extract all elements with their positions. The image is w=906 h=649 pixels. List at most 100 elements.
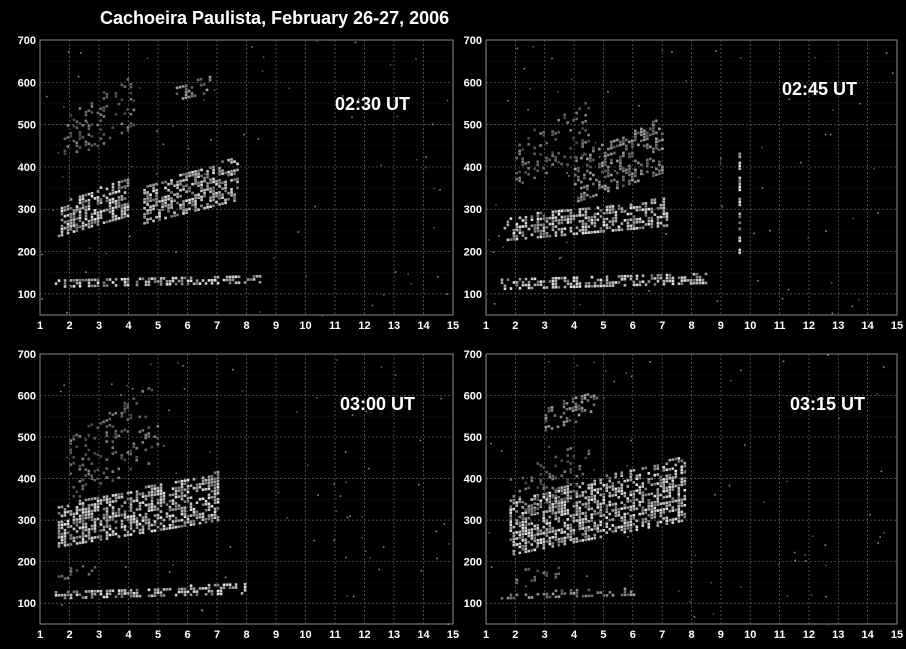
echo-point bbox=[611, 530, 615, 533]
echo-point bbox=[123, 191, 127, 194]
echo-point bbox=[515, 522, 519, 525]
echo-point bbox=[611, 281, 615, 284]
echo-point bbox=[208, 75, 212, 79]
noise-point bbox=[67, 51, 70, 53]
echo-point bbox=[626, 512, 630, 515]
echo-point bbox=[650, 483, 654, 487]
echo-point bbox=[146, 197, 149, 200]
echo-point bbox=[158, 200, 161, 203]
y-tick-label: 600 bbox=[464, 391, 482, 403]
echo-point bbox=[153, 490, 157, 493]
noise-point bbox=[45, 95, 48, 98]
echo-point bbox=[611, 524, 615, 527]
echo-point bbox=[96, 223, 100, 226]
echo-point bbox=[126, 205, 130, 209]
noise-point bbox=[339, 495, 342, 497]
echo-point bbox=[184, 90, 188, 94]
noise-point bbox=[879, 536, 881, 538]
echo-point bbox=[659, 514, 663, 518]
echo-point bbox=[571, 400, 575, 403]
echo-point bbox=[84, 211, 88, 215]
echo-point bbox=[111, 413, 115, 416]
echo-point bbox=[587, 525, 591, 529]
echo-point bbox=[635, 217, 639, 221]
echo-point bbox=[180, 479, 184, 483]
noise-point bbox=[168, 409, 170, 412]
noise-point bbox=[203, 99, 205, 101]
echo-point bbox=[188, 201, 191, 205]
echo-point bbox=[144, 521, 148, 525]
noise-point bbox=[630, 439, 632, 442]
echo-point bbox=[652, 159, 655, 163]
echo-point bbox=[179, 203, 182, 207]
echo-point bbox=[584, 129, 587, 132]
echo-point bbox=[695, 275, 699, 279]
echo-point bbox=[536, 507, 540, 510]
echo-point bbox=[623, 524, 627, 528]
echo-point bbox=[87, 207, 91, 211]
echo-point bbox=[590, 483, 594, 486]
echo-point bbox=[683, 497, 687, 501]
echo-point bbox=[198, 282, 202, 285]
echo-point bbox=[129, 112, 133, 116]
echo-point bbox=[198, 587, 202, 590]
echo-point bbox=[665, 212, 669, 215]
echo-point bbox=[665, 474, 669, 478]
echo-point bbox=[652, 147, 655, 151]
echo-point bbox=[72, 434, 76, 438]
echo-point bbox=[641, 524, 645, 527]
echo-point bbox=[75, 126, 79, 130]
echo-point bbox=[571, 406, 575, 409]
echo-point bbox=[78, 107, 82, 110]
echo-point bbox=[210, 480, 214, 484]
echo-point bbox=[75, 141, 79, 145]
echo-point bbox=[563, 506, 567, 510]
echo-point bbox=[629, 203, 633, 207]
echo-point bbox=[626, 497, 630, 500]
echo-point bbox=[566, 497, 570, 500]
echo-point bbox=[629, 478, 633, 482]
echo-point bbox=[554, 595, 558, 599]
echo-point bbox=[653, 494, 657, 498]
echo-point bbox=[201, 482, 205, 486]
echo-point bbox=[608, 591, 612, 594]
echo-point bbox=[611, 494, 615, 497]
noise-point bbox=[73, 227, 76, 229]
y-tick-label: 700 bbox=[18, 35, 36, 47]
echo-point bbox=[548, 506, 552, 510]
echo-point bbox=[665, 477, 669, 481]
echo-point bbox=[533, 230, 537, 233]
echo-point bbox=[123, 513, 127, 516]
echo-point bbox=[575, 492, 579, 495]
echo-point bbox=[586, 393, 590, 396]
echo-point bbox=[111, 515, 115, 518]
echo-point bbox=[81, 227, 85, 231]
echo-point bbox=[90, 212, 94, 216]
echo-point bbox=[146, 218, 149, 221]
echo-point bbox=[595, 193, 598, 197]
noise-point bbox=[788, 98, 791, 101]
echo-point bbox=[108, 201, 112, 205]
echo-point bbox=[111, 530, 115, 533]
echo-point bbox=[102, 194, 106, 198]
echo-point bbox=[649, 145, 652, 149]
echo-point bbox=[551, 512, 555, 515]
echo-point bbox=[216, 473, 220, 477]
echo-point bbox=[108, 204, 112, 208]
echo-point bbox=[542, 229, 546, 232]
echo-point bbox=[182, 179, 185, 182]
echo-point bbox=[146, 194, 149, 197]
echo-point bbox=[174, 501, 178, 505]
echo-point bbox=[554, 455, 558, 459]
echo-point bbox=[599, 505, 603, 509]
echo-point bbox=[638, 280, 642, 284]
echo-point bbox=[153, 591, 157, 594]
echo-point bbox=[596, 218, 600, 222]
noise-point bbox=[710, 581, 712, 584]
echo-point bbox=[738, 155, 742, 159]
echo-point bbox=[656, 216, 660, 219]
echo-point bbox=[566, 500, 570, 503]
echo-point bbox=[222, 583, 226, 587]
echo-point bbox=[171, 487, 175, 490]
echo-point bbox=[162, 518, 166, 522]
